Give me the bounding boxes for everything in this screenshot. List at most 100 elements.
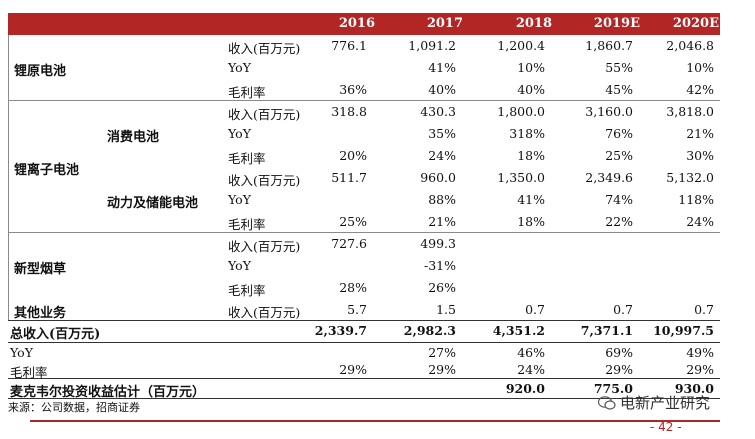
value-cell: 42% [686, 82, 714, 97]
value-cell: 318% [509, 126, 545, 141]
value-cell: 10% [686, 60, 714, 75]
metric-label: 收入(百万元) [228, 239, 301, 254]
value-cell: 20% [339, 148, 367, 163]
value-cell: 21% [428, 214, 456, 229]
metric-label: YoY [228, 60, 251, 75]
total-margin-label: 毛利率 [10, 365, 48, 380]
total-value-cell: 930.0 [674, 381, 714, 396]
value-cell: 24% [428, 148, 456, 163]
year-header: 2017 [426, 16, 463, 31]
metric-label: 毛利率 [228, 217, 266, 232]
row-divider [8, 398, 720, 399]
segment-name: 锂原电池 [14, 64, 67, 79]
value-cell: 1,350.0 [497, 170, 545, 185]
value-cell: 25% [339, 214, 367, 229]
value-cell: 1.5 [436, 302, 456, 317]
value-cell: 960.0 [420, 170, 456, 185]
year-header: 2018 [515, 16, 552, 31]
total-value-cell: 69% [605, 345, 633, 360]
value-cell: 776.1 [331, 38, 367, 53]
total-value-cell: 29% [686, 362, 714, 377]
metric-label: 收入(百万元) [228, 107, 301, 122]
metric-label: 收入(百万元) [228, 173, 301, 188]
wechat-icon [598, 396, 616, 410]
value-cell: 1,091.2 [408, 38, 456, 53]
value-cell: 2,046.8 [666, 38, 714, 53]
value-cell: 76% [605, 126, 633, 141]
footer-rule [30, 420, 720, 422]
metric-label: 收入(百万元) [228, 305, 301, 320]
row-divider [8, 378, 720, 379]
value-cell: 430.3 [420, 104, 456, 119]
total-value-cell: 49% [686, 345, 714, 360]
value-cell: 1,200.4 [497, 38, 545, 53]
subsegment-name: 消费电池 [107, 130, 160, 145]
value-cell: 0.7 [613, 302, 633, 317]
year-header: 2019E [593, 16, 640, 31]
value-cell: 36% [339, 82, 367, 97]
value-cell: 318.8 [331, 104, 367, 119]
segment-name: 新型烟草 [14, 262, 67, 277]
value-cell: 25% [605, 148, 633, 163]
total-revenue-label: 总收入(百万元) [10, 327, 101, 342]
row-divider [8, 232, 720, 233]
total-value-cell: 10,997.5 [653, 323, 714, 338]
total-yoy-label: YoY [10, 345, 33, 360]
value-cell: 2,349.6 [585, 170, 633, 185]
value-cell: 499.3 [420, 236, 456, 251]
value-cell: 118% [678, 192, 714, 207]
source-note: 来源：公司数据，招商证券 [8, 401, 140, 414]
total-value-cell: 29% [605, 362, 633, 377]
value-cell: 41% [517, 192, 545, 207]
metric-label: YoY [228, 126, 251, 141]
table-left-border [8, 35, 9, 320]
value-cell: 55% [605, 60, 633, 75]
page-number: - 42 - [650, 420, 682, 434]
total-value-cell: 29% [428, 362, 456, 377]
watermark-text: 电新产业研究 [620, 394, 711, 412]
total-value-cell: 7,371.1 [580, 323, 633, 338]
value-cell: 0.7 [525, 302, 545, 317]
value-cell: 88% [428, 192, 456, 207]
metric-label: YoY [228, 192, 251, 207]
value-cell: 40% [428, 82, 456, 97]
value-cell: 3,818.0 [666, 104, 714, 119]
metric-label: 收入(百万元) [228, 41, 301, 56]
value-cell: 35% [428, 126, 456, 141]
year-header: 2016 [338, 16, 375, 31]
total-value-cell: 2,982.3 [403, 323, 456, 338]
value-cell: 5,132.0 [666, 170, 714, 185]
value-cell: 41% [428, 60, 456, 75]
value-cell: 74% [605, 192, 633, 207]
row-divider [8, 342, 720, 343]
value-cell: 26% [428, 280, 456, 295]
total-value-cell: 46% [517, 345, 545, 360]
value-cell: 18% [517, 148, 545, 163]
total-value-cell: 27% [428, 345, 456, 360]
total-value-cell: 2,339.7 [314, 323, 367, 338]
total-value-cell: 4,351.2 [492, 323, 545, 338]
value-cell: 18% [517, 214, 545, 229]
invest-income-label: 麦克韦尔投资收益估计（百万元） [10, 385, 206, 400]
value-cell: 24% [686, 214, 714, 229]
year-header: 2020E [672, 16, 719, 31]
value-cell: 22% [605, 214, 633, 229]
value-cell: 511.7 [331, 170, 367, 185]
metric-label: YoY [228, 258, 251, 273]
row-divider [8, 100, 720, 101]
value-cell: 30% [686, 148, 714, 163]
value-cell: 1,800.0 [497, 104, 545, 119]
metric-label: 毛利率 [228, 283, 266, 298]
row-divider [8, 320, 720, 321]
value-cell: 10% [517, 60, 545, 75]
value-cell: 727.6 [331, 236, 367, 251]
total-value-cell: 775.0 [593, 381, 633, 396]
subsegment-name: 动力及储能电池 [107, 196, 199, 211]
table-header: 2016 2017 2018 2019E 2020E [8, 13, 720, 35]
value-cell: 3,160.0 [585, 104, 633, 119]
value-cell: 1,860.7 [585, 38, 633, 53]
total-value-cell: 24% [517, 362, 545, 377]
total-value-cell: 920.0 [505, 381, 545, 396]
segment-name: 锂离子电池 [14, 163, 80, 178]
value-cell: 45% [605, 82, 633, 97]
